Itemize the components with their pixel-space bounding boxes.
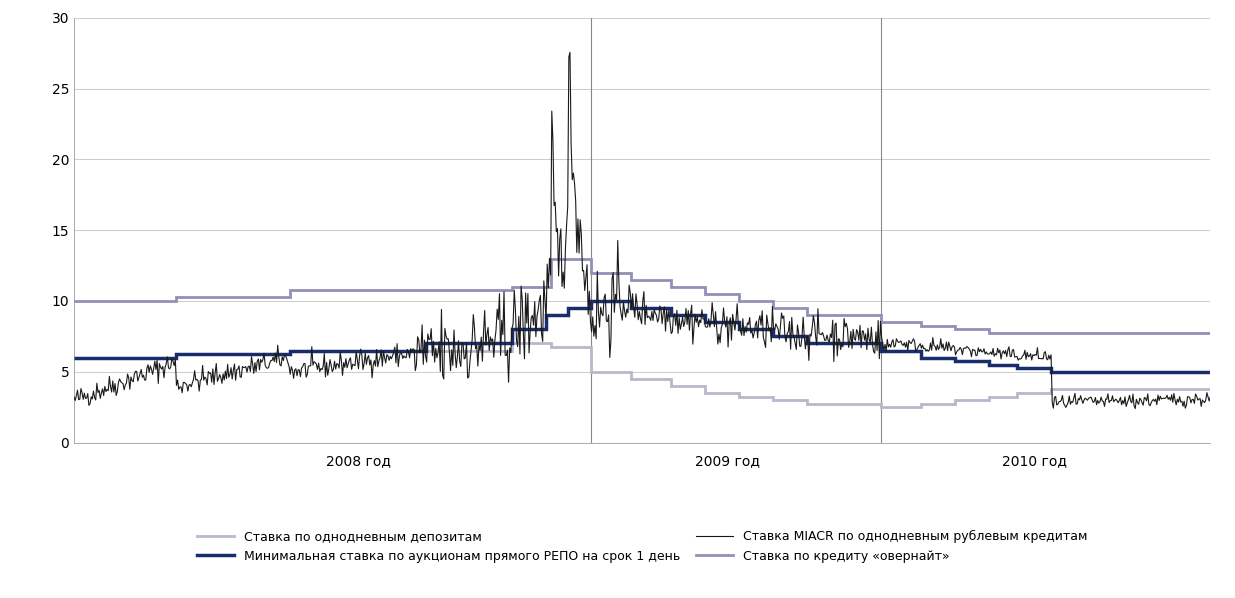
- Legend: Ставка по однодневным депозитам, Минимальная ставка по аукционам прямого РЕПО на: Ставка по однодневным депозитам, Минимал…: [191, 525, 1093, 568]
